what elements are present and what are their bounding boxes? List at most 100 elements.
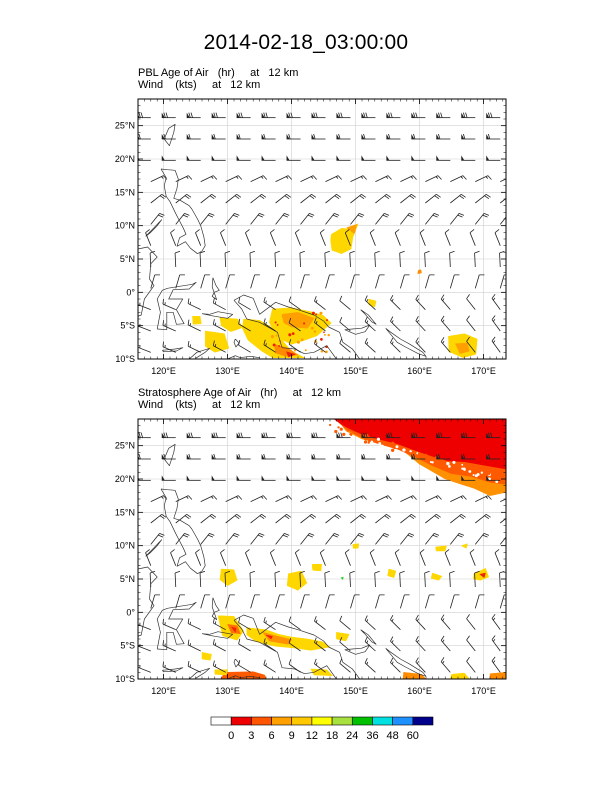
- wind-barb-feather: [199, 250, 206, 254]
- wind-barb-pennant: [386, 432, 390, 438]
- wind-barb-feather: [313, 112, 316, 118]
- front-speckle: [472, 473, 475, 476]
- wind-barb-staff: [415, 341, 426, 353]
- wind-barb-staff: [390, 342, 401, 353]
- wind-barb-feather: [209, 213, 215, 216]
- wind-barb-staff: [440, 320, 451, 332]
- wind-barb-feather: [340, 432, 343, 438]
- wind-barb-staff: [170, 232, 177, 246]
- wind-barb-feather: [462, 112, 466, 118]
- wind-barb-half-feather: [360, 496, 364, 499]
- wind-barb-feather: [236, 193, 242, 198]
- wind-barb-pennant: [386, 155, 390, 161]
- wind-barb-feather: [313, 432, 316, 438]
- wind-barb-feather: [287, 175, 293, 180]
- wind-barb-feather: [466, 315, 470, 321]
- wind-barb-staff: [325, 274, 330, 289]
- map-panel-1: 120°E 130°E 140°E 150°E 160°E 170°E 10°S 5°S 0° 5…: [115, 98, 515, 376]
- wind-barb-feather: [384, 533, 390, 536]
- wind-barb-staff: [275, 594, 280, 609]
- coastline: [211, 277, 220, 301]
- colorbar-swatch: [210, 716, 232, 726]
- wind-barb-feather: [337, 495, 342, 500]
- wind-barb-feather: [161, 193, 167, 198]
- wind-barb-feather: [390, 657, 394, 663]
- y-tick-label: 25°N: [115, 121, 135, 131]
- age-of-air-region: [219, 317, 243, 332]
- wind-barb-feather: [259, 213, 265, 216]
- wind-barb-feather: [314, 616, 317, 622]
- wind-barb-feather: [332, 214, 338, 218]
- wind-barb-staff: [138, 325, 151, 332]
- wind-barb-feather: [262, 175, 268, 180]
- wind-barb-pennant: [286, 475, 290, 481]
- wind-barb-staff: [300, 533, 310, 545]
- wind-barb-staff: [275, 193, 287, 204]
- wind-barb-feather: [282, 214, 288, 218]
- colorbar-swatch: [291, 716, 313, 726]
- wind-barb-feather: [511, 194, 515, 197]
- wind-barb-feather: [415, 657, 419, 663]
- wind-barb-feather: [359, 533, 365, 536]
- wind-barb-feather: [257, 214, 264, 218]
- wind-barb-staff: [400, 594, 405, 609]
- wind-barb-staff: [225, 193, 237, 204]
- wind-barb-feather: [461, 513, 466, 518]
- wind-barb-feather: [388, 432, 391, 438]
- colorbar-label: 48: [387, 730, 399, 742]
- x-tick-label: 160°E: [407, 686, 432, 696]
- wind-barb-staff: [474, 252, 476, 268]
- wind-barb-feather: [459, 515, 465, 519]
- wind-barb-staff: [399, 252, 401, 268]
- wind-barb-feather: [413, 133, 416, 140]
- wind-barb-feather: [386, 193, 391, 198]
- wind-barb-pennant: [161, 155, 165, 161]
- wind-barb-half-feather: [265, 663, 267, 667]
- coastline: [360, 629, 377, 645]
- front-speckle: [494, 473, 498, 478]
- map-panel-2: 120°E 130°E 140°E 150°E 160°E 170°E 10°S 5°S 0° 5…: [115, 418, 507, 696]
- wind-barb-staff: [350, 193, 362, 204]
- wind-barb-half-feather: [391, 320, 394, 323]
- wind-barb-feather: [288, 112, 291, 118]
- front-speckle: [339, 427, 343, 431]
- coastline: [163, 123, 176, 147]
- wind-barb-feather: [307, 214, 313, 218]
- wind-barb-feather: [263, 339, 266, 345]
- wind-barb-feather: [209, 195, 215, 199]
- wind-barb-feather: [236, 513, 242, 518]
- wind-barb-half-feather: [385, 176, 389, 179]
- wind-barb-feather: [458, 533, 465, 536]
- front-speckle: [393, 447, 396, 450]
- wind-barb-staff: [364, 662, 376, 673]
- age-of-air-region: [450, 672, 470, 679]
- wind-barb-feather: [359, 515, 365, 519]
- plume-speckle: [315, 313, 318, 316]
- wind-barb-staff: [238, 302, 251, 311]
- wind-barb-feather: [409, 195, 415, 199]
- wind-barb-staff: [238, 622, 251, 631]
- wind-barb-feather: [444, 549, 450, 553]
- wind-barb-feather: [338, 112, 341, 118]
- wind-barb-pennant: [461, 432, 465, 438]
- wind-barb-staff: [288, 663, 301, 673]
- wind-barb-staff: [424, 572, 426, 588]
- wind-barb-staff: [474, 213, 485, 225]
- coastline: [344, 644, 371, 655]
- wind-barb-feather: [265, 432, 268, 438]
- wind-barb-half-feather: [442, 298, 445, 301]
- wind-barb-staff: [500, 178, 506, 183]
- wind-barb-staff: [238, 323, 251, 332]
- wind-barb-staff: [263, 301, 276, 311]
- wind-barb-feather: [466, 656, 470, 662]
- y-tick-label: 5°N: [120, 254, 135, 264]
- wind-barb-feather: [483, 213, 490, 216]
- wind-barb-staff: [225, 274, 231, 289]
- wind-barb-feather: [440, 294, 445, 300]
- wind-barb-staff: [390, 299, 401, 310]
- wind-barb-staff: [238, 344, 251, 353]
- wind-barb-half-feather: [416, 639, 420, 643]
- wind-barb-staff: [288, 621, 301, 630]
- wind-barb-pennant: [386, 112, 390, 118]
- wind-barb-feather: [257, 534, 264, 538]
